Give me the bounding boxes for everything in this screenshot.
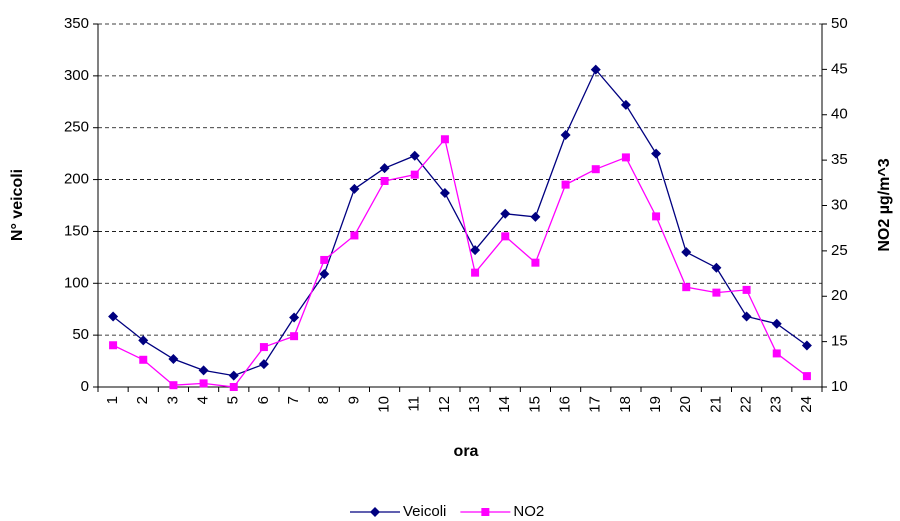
point [320, 255, 329, 264]
point [169, 381, 178, 390]
point [290, 332, 299, 341]
x-tick-label: 13 [466, 396, 483, 413]
x-tick-label: 3 [164, 396, 181, 404]
point [591, 165, 600, 174]
x-tick-label: 8 [315, 396, 332, 404]
legend-label: Veicoli [403, 503, 446, 520]
point [712, 288, 721, 297]
y2-tick-label: 20 [831, 287, 848, 304]
x-tick-label: 21 [707, 396, 724, 413]
y-tick-label: 200 [64, 171, 89, 188]
point [109, 341, 118, 350]
x-tick-label: 2 [134, 396, 151, 404]
point [139, 355, 148, 364]
y2-tick-label: 15 [831, 333, 848, 350]
point [138, 335, 149, 346]
series-line [112, 68, 808, 377]
point [741, 311, 752, 322]
point [108, 311, 119, 322]
point [802, 372, 811, 381]
x-tick-label: 18 [617, 396, 634, 413]
y-tick-label: 150 [64, 222, 89, 239]
point [440, 135, 449, 144]
legend-label: NO2 [513, 503, 544, 520]
y-tick-label: 350 [64, 15, 89, 32]
point [439, 188, 450, 199]
point [379, 163, 390, 174]
point [500, 208, 511, 219]
x-tick-label: 20 [677, 396, 694, 413]
point [349, 183, 360, 194]
point [742, 285, 751, 294]
y2-axis-title: NO2 µg/m^3 [876, 158, 893, 251]
y2-tick-label: 30 [831, 196, 848, 213]
point [530, 211, 541, 222]
y2-tick-label: 10 [831, 378, 848, 395]
point [198, 365, 209, 376]
point [258, 359, 269, 370]
x-tick-label: 4 [195, 396, 212, 404]
x-tick-label: 22 [738, 396, 755, 413]
x-axis-title: ora [454, 443, 479, 460]
point [682, 283, 691, 292]
x-tick-label: 6 [255, 396, 272, 404]
y-tick-label: 100 [64, 274, 89, 291]
x-tick-label: 14 [496, 396, 513, 413]
x-tick-label: 1 [104, 396, 121, 404]
y2-tick-label: 40 [831, 106, 848, 123]
x-tick-label: 9 [345, 396, 362, 404]
y-axis-title: N° veicoli [9, 169, 26, 241]
point [681, 247, 692, 258]
point [561, 180, 570, 189]
point [590, 64, 601, 75]
x-tick-label: 10 [376, 396, 393, 413]
x-tick-label: 7 [285, 396, 302, 404]
y2-tick-label: 50 [831, 15, 848, 32]
point [531, 258, 540, 267]
point [350, 231, 359, 240]
x-tick-label: 11 [406, 396, 423, 412]
point [711, 262, 722, 273]
x-tick-label: 17 [587, 396, 604, 413]
point [560, 129, 571, 140]
x-tick-label: 16 [557, 396, 574, 413]
point [470, 245, 481, 256]
point [501, 232, 510, 241]
x-tick-label: 23 [768, 396, 785, 413]
point [410, 170, 419, 179]
y-tick-label: 0 [81, 378, 89, 395]
y-tick-label: 50 [72, 326, 89, 343]
point [168, 353, 179, 364]
point [620, 99, 631, 110]
point [621, 153, 630, 162]
legend-marker [481, 508, 490, 516]
x-tick-label: 12 [436, 396, 453, 413]
x-tick-label: 5 [225, 396, 242, 404]
y2-tick-label: 45 [831, 60, 848, 77]
point [228, 370, 239, 381]
point [319, 268, 330, 279]
point [380, 176, 389, 185]
y2-tick-label: 25 [831, 242, 848, 259]
point [471, 268, 480, 277]
point [772, 349, 781, 358]
point [801, 340, 812, 351]
x-tick-label: 24 [798, 396, 815, 413]
point [651, 148, 662, 159]
y2-tick-label: 35 [831, 151, 848, 168]
point [259, 343, 268, 352]
x-tick-label: 15 [526, 396, 543, 413]
legend-marker [370, 507, 380, 517]
point [771, 318, 782, 329]
x-tick-label: 19 [647, 396, 664, 413]
point [409, 150, 420, 161]
y-tick-label: 250 [64, 119, 89, 136]
point [229, 383, 238, 391]
point [652, 212, 661, 221]
point [199, 379, 208, 388]
y-tick-label: 300 [64, 67, 89, 84]
point [289, 312, 300, 323]
series-line [112, 137, 808, 388]
